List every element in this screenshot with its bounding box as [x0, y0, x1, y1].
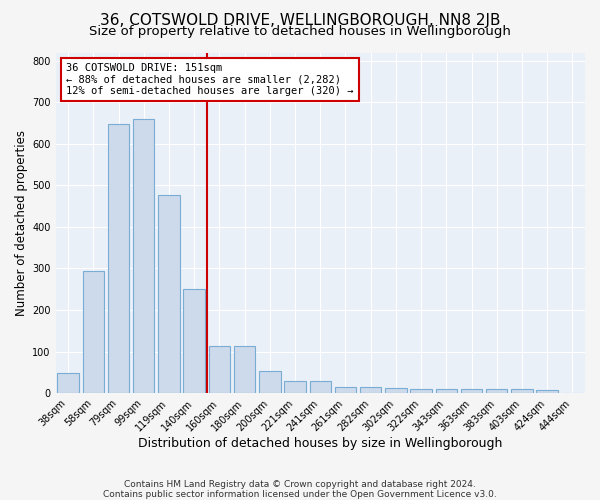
- Bar: [133, 119, 154, 393]
- X-axis label: Distribution of detached houses by size in Wellingborough: Distribution of detached houses by size …: [138, 437, 502, 450]
- Bar: [360, 387, 382, 393]
- Bar: [209, 346, 230, 393]
- Bar: [335, 387, 356, 393]
- Bar: [461, 389, 482, 393]
- Bar: [536, 390, 558, 393]
- Bar: [486, 389, 508, 393]
- Bar: [184, 289, 205, 393]
- Bar: [310, 382, 331, 393]
- Bar: [511, 389, 533, 393]
- Text: 36 COTSWOLD DRIVE: 151sqm
← 88% of detached houses are smaller (2,282)
12% of se: 36 COTSWOLD DRIVE: 151sqm ← 88% of detac…: [66, 62, 353, 96]
- Text: Contains HM Land Registry data © Crown copyright and database right 2024.
Contai: Contains HM Land Registry data © Crown c…: [103, 480, 497, 499]
- Bar: [234, 346, 256, 393]
- Bar: [436, 389, 457, 393]
- Bar: [410, 389, 432, 393]
- Text: 36, COTSWOLD DRIVE, WELLINGBOROUGH, NN8 2JB: 36, COTSWOLD DRIVE, WELLINGBOROUGH, NN8 …: [100, 12, 500, 28]
- Bar: [259, 372, 281, 393]
- Bar: [385, 388, 407, 393]
- Bar: [108, 124, 129, 393]
- Bar: [284, 382, 306, 393]
- Bar: [158, 194, 180, 393]
- Y-axis label: Number of detached properties: Number of detached properties: [15, 130, 28, 316]
- Bar: [58, 373, 79, 393]
- Text: Size of property relative to detached houses in Wellingborough: Size of property relative to detached ho…: [89, 25, 511, 38]
- Bar: [83, 272, 104, 393]
